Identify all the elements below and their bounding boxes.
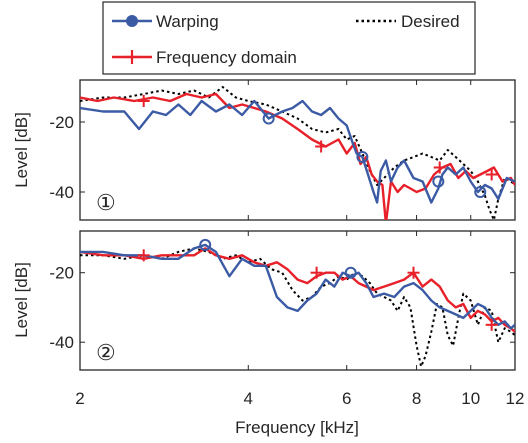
ticks: 2 4 6 8 10 12 -20 -40 -20 -40 bbox=[49, 80, 524, 408]
x-tick-label-12: 12 bbox=[506, 389, 525, 408]
frequency-domain-marker-p1-2 bbox=[433, 161, 446, 174]
series-desired-p1 bbox=[80, 86, 515, 220]
x-tick-label-2: 2 bbox=[75, 389, 84, 408]
series-warping-p1 bbox=[80, 99, 515, 204]
warping-marker-p1-0 bbox=[262, 112, 275, 125]
y-tick-label-p1--40: -40 bbox=[49, 183, 74, 202]
legend-frequency-domain-label: Frequency domain bbox=[156, 48, 297, 67]
y-axis-label-panel-1: Level [dB] bbox=[12, 112, 31, 188]
frequency-domain-marker-p1-1 bbox=[315, 140, 328, 153]
series-frequency-domain-p1 bbox=[80, 92, 515, 220]
y-tick-label-p2--20: -20 bbox=[49, 264, 74, 283]
frequency-domain-marker-p1-0 bbox=[137, 95, 150, 107]
legend: Warping Desired Frequency domain bbox=[102, 1, 476, 75]
series bbox=[80, 86, 515, 368]
warping-marker-p1-2 bbox=[432, 175, 445, 188]
x-axis-label: Frequency [kHz] bbox=[235, 418, 359, 437]
series-frequency-domain-p2 bbox=[80, 247, 515, 333]
legend-desired-label: Desired bbox=[401, 12, 460, 31]
frequency-domain-marker-p2-3 bbox=[485, 318, 498, 331]
x-tick-label-8: 8 bbox=[412, 389, 421, 408]
warping-marker-p1-3 bbox=[474, 186, 487, 198]
series-warping-p2 bbox=[80, 243, 515, 330]
warping-marker-p2-1 bbox=[344, 266, 357, 279]
y-tick-label-p2--40: -40 bbox=[49, 333, 74, 352]
x-tick-label-6: 6 bbox=[342, 389, 351, 408]
legend-warping-label: Warping bbox=[156, 12, 219, 31]
frequency-domain-marker-p1-3 bbox=[485, 168, 498, 181]
panel-1-frame bbox=[79, 79, 516, 221]
x-tick-label-10: 10 bbox=[461, 389, 480, 408]
y-tick-label-p1--20: -20 bbox=[49, 113, 74, 132]
warping-marker-p2-0 bbox=[199, 238, 212, 251]
legend-warping-marker bbox=[126, 15, 138, 27]
panel-2-frame bbox=[79, 230, 516, 371]
panel-2-plot bbox=[80, 238, 515, 368]
panel-2-label: ② bbox=[96, 341, 116, 366]
frequency-domain-marker-p2-2 bbox=[407, 266, 420, 279]
series-desired-p2 bbox=[80, 247, 515, 368]
y-axis-label-panel-2: Level [dB] bbox=[12, 262, 31, 338]
frequency-domain-marker-p2-1 bbox=[310, 266, 323, 279]
panel-1-label: ① bbox=[96, 191, 116, 216]
legend-box bbox=[102, 1, 476, 75]
panel-1-plot bbox=[80, 86, 515, 220]
x-tick-label-4: 4 bbox=[244, 389, 253, 408]
warping-marker-p1-1 bbox=[356, 151, 369, 163]
frequency-domain-marker-p2-0 bbox=[137, 249, 150, 262]
